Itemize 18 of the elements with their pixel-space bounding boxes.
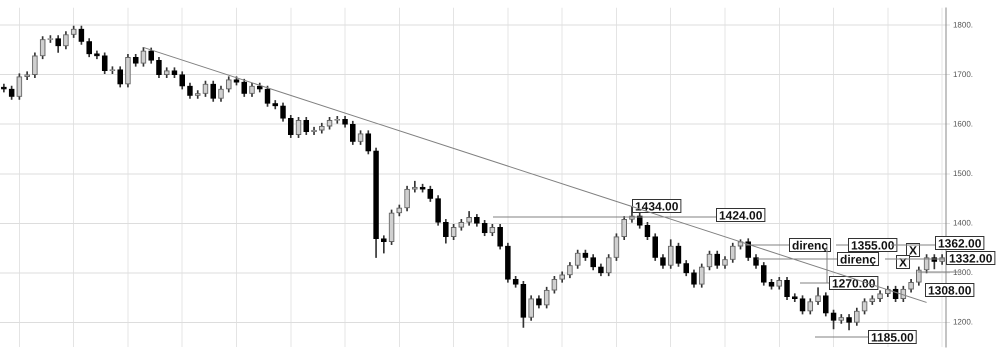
annotation: 1308.00: [928, 283, 972, 298]
annotation: 1362.00: [938, 236, 982, 250]
annotation: 1434.00: [635, 199, 679, 214]
annotation: 1424.00: [719, 208, 763, 222]
annotation: 1185.00: [871, 330, 914, 344]
annotation: 1270.00: [832, 276, 876, 290]
y-tick-label: 1600.: [952, 119, 974, 128]
annotation: direnç: [840, 252, 876, 266]
y-tick-label: 1200.: [952, 318, 974, 327]
y-tick-label: 1300.: [952, 268, 974, 278]
annotation: direnç: [792, 238, 828, 252]
y-tick-label: 1800.: [952, 20, 974, 30]
y-tick-label: 1400.: [952, 218, 974, 228]
text: 1332.00: [949, 251, 993, 266]
annotation: 1355.00: [851, 238, 895, 252]
y-tick-label: 1700.: [952, 70, 974, 79]
annotation: X: [909, 243, 918, 258]
y-tick-label: 1500.: [952, 168, 974, 178]
